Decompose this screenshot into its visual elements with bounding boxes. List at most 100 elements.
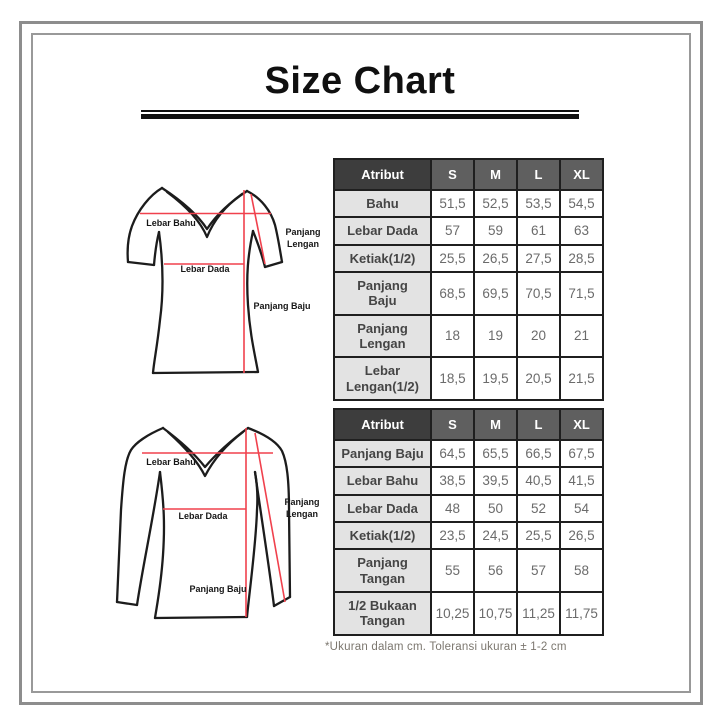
table-row: Bahu 51,5 52,5 53,5 54,5 [333,188,604,219]
sleeve-length-label-line1: Panjang [284,497,319,507]
footnote: *Ukuran dalam cm. Toleransi ukuran ± 1-2… [325,641,567,653]
size-column-header: M [473,158,518,191]
value-cell: 20 [516,313,561,359]
chest-width-label: Lebar Dada [178,511,228,521]
chest-width-label: Lebar Dada [180,264,230,274]
value-cell: 25,5 [430,243,475,273]
outer-border-frame [19,21,703,705]
table-row: Panjang Tangan 55 56 57 58 [333,548,604,593]
row-label-cell: 1/2 Bukaan Tangan [333,590,432,636]
value-cell: 11,75 [559,590,604,636]
row-label-cell: Bahu [333,188,432,219]
body-length-label: Panjang Baju [253,301,310,311]
value-cell: 67,5 [559,438,604,469]
shirt-outline [115,426,292,620]
sleeve-length-line [250,193,266,265]
short-sleeve-shirt-diagram: Lebar Bahu Lebar Dada Panjang Lengan Pan… [126,186,321,375]
table-row: Lebar Dada 57 59 61 63 [333,216,604,246]
table-row: Ketiak(1/2) 23,5 24,5 25,5 26,5 [333,520,604,551]
value-cell: 59 [473,216,518,246]
value-cell: 21,5 [559,356,604,401]
attribute-column-header: Atribut [333,158,432,191]
title-underline-thick [141,114,579,119]
row-label-cell: Lebar Dada [333,216,432,246]
row-label-cell: Panjang Tangan [333,548,432,593]
table-row: Panjang Baju 68,5 69,5 70,5 71,5 [333,270,604,316]
row-label-cell: Lebar Bahu [333,466,432,496]
value-cell: 23,5 [430,520,475,551]
value-cell: 11,25 [516,590,561,636]
header-row: Atribut S M L XL [333,408,604,441]
table-row: Panjang Baju 64,5 65,5 66,5 67,5 [333,438,604,469]
page-title: Size Chart [264,60,456,102]
value-cell: 18 [430,313,475,359]
value-cell: 71,5 [559,270,604,316]
value-cell: 40,5 [516,466,561,496]
value-cell: 61 [516,216,561,246]
value-cell: 21 [559,313,604,359]
row-label-cell: Lebar Dada [333,493,432,523]
value-cell: 55 [430,548,475,593]
row-label-cell: Panjang Baju [333,270,432,316]
value-cell: 39,5 [473,466,518,496]
row-label-cell: Panjang Baju [333,438,432,469]
value-cell: 26,5 [473,243,518,273]
body-length-label: Panjang Baju [189,584,246,594]
value-cell: 54 [559,493,604,523]
value-cell: 68,5 [430,270,475,316]
value-cell: 54,5 [559,188,604,219]
row-label-cell: Lebar Lengan(1/2) [333,356,432,401]
table-row: Lebar Lengan(1/2) 18,5 19,5 20,5 21,5 [333,356,604,401]
value-cell: 52,5 [473,188,518,219]
value-cell: 57 [516,548,561,593]
value-cell: 66,5 [516,438,561,469]
size-table-short-sleeve: Atribut S M L XL Bahu 51,5 52,5 53,5 54,5 Lebar Da… [333,158,604,401]
size-column-header: XL [559,408,604,441]
value-cell: 51,5 [430,188,475,219]
size-column-header: XL [559,158,604,191]
value-cell: 19 [473,313,518,359]
size-column-header: L [516,158,561,191]
row-label-cell: Panjang Lengan [333,313,432,359]
size-table-long-sleeve: Atribut S M L XL Panjang Baju 64,5 65,5 66,5 67,5… [333,408,604,636]
value-cell: 69,5 [473,270,518,316]
value-cell: 64,5 [430,438,475,469]
value-cell: 70,5 [516,270,561,316]
value-cell: 57 [430,216,475,246]
value-cell: 53,5 [516,188,561,219]
value-cell: 63 [559,216,604,246]
row-label-cell: Ketiak(1/2) [333,243,432,273]
table-row: Lebar Bahu 38,5 39,5 40,5 41,5 [333,466,604,496]
table-row: Lebar Dada 48 50 52 54 [333,493,604,523]
attribute-column-header: Atribut [333,408,432,441]
title-underline [141,110,579,119]
title-underline-thin [141,110,579,112]
value-cell: 65,5 [473,438,518,469]
value-cell: 28,5 [559,243,604,273]
value-cell: 38,5 [430,466,475,496]
value-cell: 19,5 [473,356,518,401]
value-cell: 27,5 [516,243,561,273]
long-sleeve-shirt-diagram: Lebar Bahu Lebar Dada Panjang Lengan Pan… [115,426,320,620]
value-cell: 50 [473,493,518,523]
value-cell: 10,25 [430,590,475,636]
value-cell: 48 [430,493,475,523]
value-cell: 25,5 [516,520,561,551]
row-label-cell: Ketiak(1/2) [333,520,432,551]
size-column-header: M [473,408,518,441]
size-column-header: S [430,408,475,441]
value-cell: 20,5 [516,356,561,401]
value-cell: 58 [559,548,604,593]
size-column-header: S [430,158,475,191]
measurement-lines [142,428,286,617]
shoulder-width-label: Lebar Bahu [146,218,196,228]
value-cell: 41,5 [559,466,604,496]
value-cell: 52 [516,493,561,523]
shirt-outline [126,186,284,375]
sleeve-length-label-line2: Lengan [287,239,319,249]
value-cell: 10,75 [473,590,518,636]
table-row: Ketiak(1/2) 25,5 26,5 27,5 28,5 [333,243,604,273]
value-cell: 56 [473,548,518,593]
shoulder-width-label: Lebar Bahu [146,457,196,467]
